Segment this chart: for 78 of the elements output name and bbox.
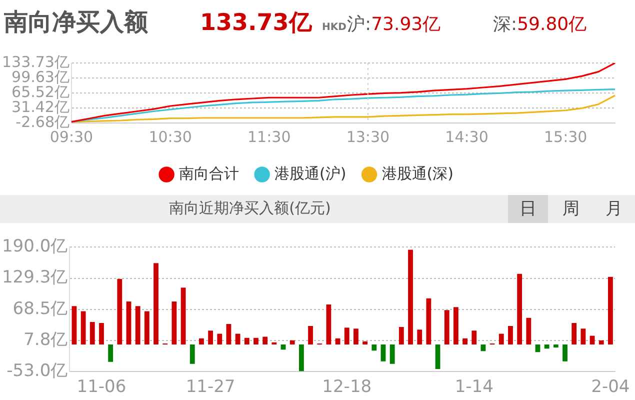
bar — [408, 250, 413, 344]
text: 沪:73.93亿 — [347, 14, 441, 35]
text: 133.73亿 — [200, 9, 312, 38]
y-tick-label: 68.5亿 — [12, 298, 68, 319]
text: 日 — [508, 195, 548, 223]
bar — [572, 322, 577, 344]
bar — [398, 327, 404, 344]
x-tick-label: 13:30 — [346, 128, 390, 146]
bar — [462, 338, 468, 344]
bar — [235, 334, 240, 344]
bar — [72, 306, 77, 344]
legend-label: 港股通(沪) — [274, 164, 346, 182]
bar — [244, 338, 250, 344]
bar — [190, 344, 195, 364]
x-tick-label: 2-04 — [591, 377, 630, 398]
bar — [254, 338, 258, 344]
bar — [453, 307, 458, 344]
bar — [172, 301, 177, 344]
bar — [344, 328, 350, 344]
bar — [144, 311, 150, 344]
bar — [117, 278, 122, 344]
bar — [517, 274, 522, 344]
x-tick-label: 12-18 — [322, 377, 372, 398]
bar — [80, 311, 86, 344]
x-tick-label: 15:30 — [544, 128, 588, 146]
bar — [208, 330, 213, 344]
bar — [380, 344, 386, 362]
y-tick-label: -53.0亿 — [6, 361, 68, 382]
y-tick-label: 129.3亿 — [2, 268, 68, 288]
bar — [598, 340, 604, 344]
bar — [154, 263, 158, 344]
bar — [417, 330, 422, 344]
bar — [362, 341, 368, 344]
bar — [526, 318, 532, 344]
text: 周 — [562, 198, 580, 221]
bar — [498, 334, 504, 344]
bar — [444, 310, 450, 344]
bar — [426, 298, 432, 344]
y-tick-label: 7.8亿 — [24, 330, 68, 350]
bar — [99, 322, 104, 344]
x-tick-label: 11-27 — [186, 377, 236, 398]
x-tick-label: 11-06 — [76, 377, 126, 398]
bar — [298, 344, 304, 372]
chart-title: 南向近期净买入额(亿元) — [168, 199, 332, 218]
bar — [354, 328, 358, 344]
bar — [226, 324, 232, 344]
bar — [580, 328, 586, 344]
bar — [472, 330, 477, 344]
bar — [126, 301, 132, 344]
bar — [108, 344, 114, 362]
text: 月 — [604, 198, 624, 221]
text: HKD — [322, 22, 346, 33]
x-tick-label: 1-14 — [454, 377, 494, 398]
bar — [544, 344, 550, 349]
x-tick-label: 10:30 — [148, 128, 192, 146]
bar — [290, 340, 295, 344]
bar — [90, 322, 95, 344]
x-tick-label: 14:30 — [445, 128, 488, 146]
legend-label: 港股通(深) — [382, 164, 454, 182]
bar — [390, 344, 395, 364]
bar — [199, 338, 204, 344]
y-tick-label: 190.0亿 — [2, 236, 68, 257]
bar — [508, 326, 513, 344]
bar — [180, 288, 186, 344]
text: 深:59.80亿 — [493, 14, 587, 35]
bar — [326, 304, 332, 344]
x-tick-label: 11:30 — [248, 128, 291, 146]
bar — [553, 344, 558, 348]
bar — [435, 344, 440, 370]
bar — [262, 336, 268, 344]
chart-title: 南向净买入额 — [4, 7, 148, 38]
legend-label: 南向合计 — [179, 164, 240, 182]
bar — [562, 344, 568, 362]
bar — [608, 276, 613, 344]
bar — [217, 334, 222, 344]
bar — [372, 344, 377, 351]
bar — [308, 326, 313, 344]
bar — [135, 306, 140, 344]
